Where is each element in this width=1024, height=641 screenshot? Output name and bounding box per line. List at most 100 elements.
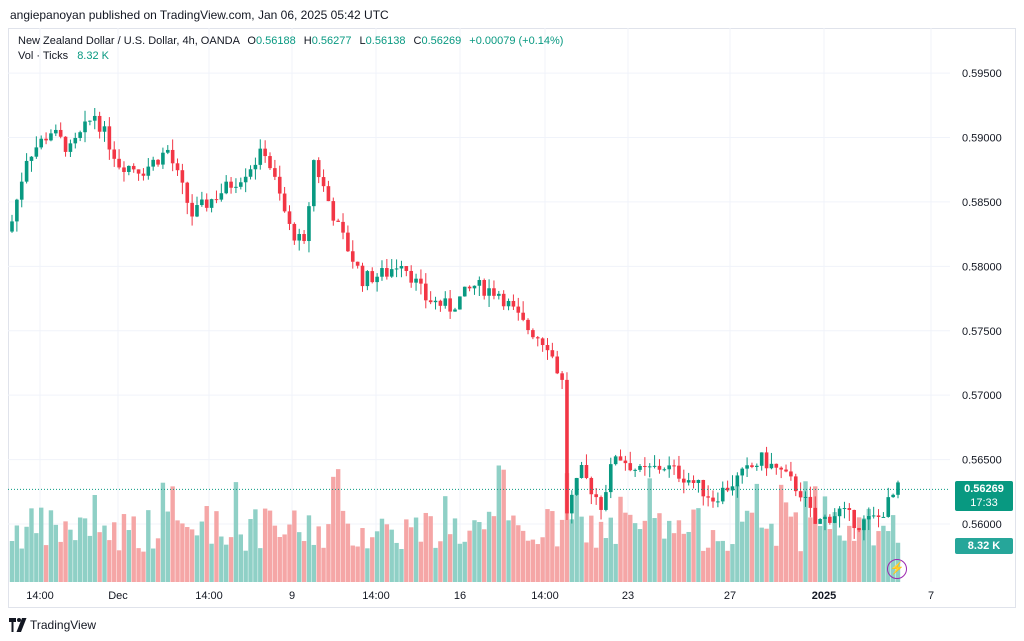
candle-body [531,330,535,338]
tradingview-logo-icon[interactable] [8,618,28,632]
candle-body [482,280,487,296]
candle-body [696,479,701,483]
volume-bar [516,525,521,582]
candle-body [652,465,657,467]
volume-bar [29,508,34,582]
candle-body [302,234,306,242]
volume-bar [228,537,234,582]
candle-body [852,509,856,529]
candle-body [774,463,779,468]
candle-body [438,300,443,306]
volume-bar [428,516,433,582]
candle-body [312,160,316,207]
volume-bar [418,541,424,582]
volume-bar [345,523,351,582]
volume-bar [467,530,472,582]
candle-body [321,177,326,187]
low-label: L [359,35,366,47]
low-value: 0.56138 [365,35,406,47]
volume-legend[interactable]: Vol · Ticks 8.32 K [18,50,109,62]
candle-body [764,452,769,469]
candle-body [370,271,375,283]
volume-bar [564,473,570,582]
candle-body [165,149,170,153]
candle-body [682,478,686,483]
candle-body [214,199,219,201]
volume-bar [686,531,691,582]
candle-body [297,234,302,241]
candle-body [667,465,671,470]
volume-bar [535,544,540,582]
volume-bar [116,550,122,582]
volume-bar [501,469,506,582]
candle-body [769,463,774,469]
candle-body [15,199,19,222]
volume-bar [701,550,706,582]
volume-bar [628,514,633,582]
volume-bar [696,508,701,582]
candle-body [565,379,569,514]
candle-body [608,464,613,493]
volume-bar [39,507,44,582]
time-tick-label: 2025 [812,590,836,602]
volume-bar [14,525,20,582]
candle-body [24,160,29,182]
time-tick-label: 14:00 [195,590,223,602]
volume-bar [574,478,579,582]
volume-bar [618,496,623,582]
candle-body [492,288,496,296]
candle-body [44,138,48,141]
volume-bar [817,526,823,582]
candle-body [643,465,647,467]
volume-bar [720,540,725,582]
volume-bar [462,541,467,582]
volume-bar [608,517,613,582]
candle-body [550,350,555,357]
candle-body [419,278,423,284]
volume-bar [160,482,166,582]
open-label: O [247,35,256,47]
volume-bar [472,520,477,582]
candle-body [39,138,44,148]
price-tick-label: 0.56000 [962,519,1002,531]
candle-body [881,516,886,518]
candle-body [68,143,73,152]
volume-bar [306,515,312,582]
volume-bar [248,519,253,582]
candle-body [107,126,112,150]
volume-bar [301,541,307,582]
volume-bar [540,537,545,582]
volume-bar [676,520,682,582]
volume-bar [666,520,672,582]
candle-body [716,501,720,503]
volume-bar [871,545,876,582]
flash-icon[interactable]: ⚡ [887,559,907,579]
price-tick-label: 0.56500 [962,455,1002,467]
tradingview-brand[interactable]: TradingView [30,618,97,632]
volume-label[interactable]: Vol · Ticks [18,50,69,62]
volume-bar [413,517,419,582]
chart-frame[interactable] [8,28,1016,608]
volume-bar [477,522,482,582]
symbol-title[interactable]: New Zealand Dollar / U.S. Dollar, 4h, OA… [18,35,240,47]
volume-bar [121,514,127,582]
time-tick-label: 9 [289,590,295,602]
candle-body [832,516,837,523]
volume-tag: 8.32 K [955,538,1013,554]
volume-bar [404,519,409,582]
candle-body [453,309,457,312]
volume-bar [165,511,170,582]
candle-body [876,515,881,518]
candle-body [73,137,78,144]
volume-bar [705,547,711,582]
volume-bar [209,543,214,582]
candle-body [745,465,749,469]
candle-body [404,266,409,271]
volume-bar [408,527,414,582]
candle-body [647,466,652,468]
current-price-value: 0.56269 [964,483,1004,496]
volume-bar [331,476,336,582]
symbol-legend[interactable]: New Zealand Dollar / U.S. Dollar, 4h, OA… [18,34,563,49]
candle-body [862,519,866,531]
